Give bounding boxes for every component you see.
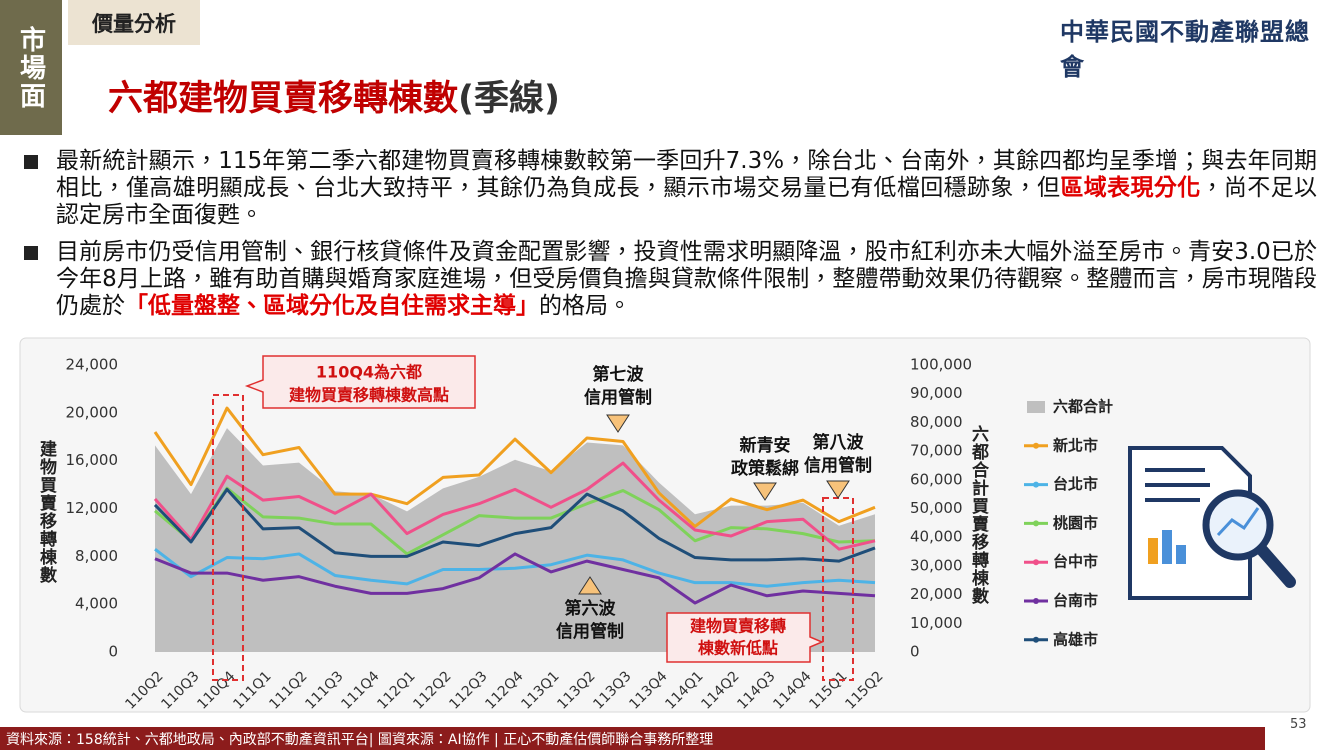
- legend-label: 六都合計: [1053, 398, 1113, 416]
- y-tick-label: 20,000: [66, 403, 119, 421]
- bullet-text: 的格局。: [539, 293, 631, 319]
- report-icon: [1128, 446, 1296, 600]
- legend-swatch: [1027, 401, 1045, 413]
- annotation: 信用管制: [556, 621, 624, 642]
- callout-box: [666, 612, 824, 663]
- legend-label: 台南市: [1053, 592, 1098, 610]
- annotation: 110Q4為六都: [316, 363, 422, 382]
- legend-swatch: [1033, 636, 1039, 643]
- footer: 資料來源：158統計、六都地政局、內政部不動產資訊平台| 圖資來源：AI協作 |…: [0, 727, 1265, 750]
- arrow-marker: [606, 414, 630, 433]
- y2-tick-label: 60,000: [910, 470, 963, 488]
- y-tick-label: 24,000: [66, 356, 119, 374]
- line: [154, 552, 876, 605]
- y-tick-label: 8,000: [75, 547, 118, 565]
- title-main: 六都建物買賣移轉棟數: [108, 79, 459, 119]
- page-number: 53: [1290, 717, 1307, 732]
- legend-swatch: [1033, 598, 1039, 604]
- annotation: 棟數新低點: [698, 639, 778, 658]
- y-tick-label: 12,000: [66, 499, 119, 517]
- bullet-highlight: 區域表現分化: [1060, 175, 1201, 201]
- bullet-text: ，尚不足以認定房市全面復甦。: [56, 175, 1318, 228]
- area: [155, 428, 875, 652]
- legend-swatch: [1033, 559, 1039, 566]
- y2-tick-label: 10,000: [910, 614, 963, 632]
- y-axis-title: 建物買賣移轉棟數: [36, 440, 56, 584]
- legend-swatch: [1033, 481, 1039, 488]
- line: [153, 487, 876, 563]
- logo: 中華民國不動產聯盟總會: [1060, 18, 1310, 81]
- y2-tick-label: 80,000: [910, 413, 963, 431]
- line: [153, 406, 876, 528]
- arrow-marker: [578, 576, 602, 595]
- annotation: 建物買賣移轉棟數高點: [289, 386, 449, 405]
- highlight-frame: [212, 394, 244, 681]
- y2-axis-title: 六都合計買賣移轉棟數: [968, 425, 988, 605]
- y2-tick-label: 50,000: [910, 499, 963, 517]
- annotation: 第七波: [593, 364, 645, 385]
- y2-tick-label: 70,000: [910, 442, 963, 460]
- y2-tick-label: 90,000: [910, 384, 963, 402]
- legend-label: 台中市: [1053, 553, 1098, 571]
- legend-label: 桃園市: [1053, 514, 1098, 532]
- legend-label: 高雄市: [1053, 630, 1098, 648]
- section-label: 價量分析: [68, 0, 200, 45]
- y2-tick-label: 20,000: [910, 585, 963, 603]
- y2-tick-label: 100,000: [910, 356, 972, 374]
- annotation: 第六波: [565, 598, 617, 619]
- y-tick-label: 16,000: [66, 451, 119, 469]
- bullet: 目前房市仍受信用管制、銀行核貸條件及資金配置影響，投資性需求明顯降溫，股市紅利亦…: [22, 239, 1317, 320]
- y2-tick-label: 30,000: [910, 556, 963, 574]
- arrow-marker: [826, 480, 850, 499]
- y2-tick-label: 0: [910, 643, 920, 661]
- bullet-highlight: 「低量盤整、區域分化及自住需求主導」: [125, 293, 539, 319]
- annotation: 信用管制: [584, 387, 652, 408]
- annotation: 新青安: [740, 435, 791, 456]
- arrow-marker: [753, 482, 777, 501]
- annotation: 政策鬆綁: [731, 458, 799, 479]
- y-tick-label: 0: [108, 643, 118, 661]
- legend-label: 新北市: [1053, 436, 1098, 454]
- bullet: 最新統計顯示，115年第二季六都建物買賣移轉棟數較第一季回升7.3%，除台北、台…: [22, 148, 1317, 229]
- bullet-text: 目前房市仍受信用管制、銀行核貸條件及資金配置影響，投資性需求明顯降溫，股市紅利亦…: [56, 239, 1317, 319]
- callout-box: [244, 355, 476, 409]
- line: [153, 461, 876, 551]
- annotation: 信用管制: [804, 455, 872, 476]
- legend-swatch: [1033, 442, 1039, 449]
- y-tick-label: 4,000: [75, 595, 118, 613]
- y2-tick-label: 40,000: [910, 528, 963, 546]
- line: [154, 547, 876, 588]
- line: [154, 486, 876, 556]
- side-tab: 市場面: [0, 0, 62, 135]
- bullet-list: 最新統計顯示，115年第二季六都建物買賣移轉棟數較第一季回升7.3%，除台北、台…: [22, 148, 1317, 330]
- legend-swatch: [1033, 520, 1039, 527]
- legend-label: 台北市: [1053, 475, 1098, 493]
- annotation: 第八波: [813, 432, 865, 453]
- title-suffix: (季線): [458, 79, 561, 119]
- bullet-text: 最新統計顯示，115年第二季六都建物買賣移轉棟數較第一季回升7.3%，除台北、台…: [56, 148, 1317, 201]
- slide-title: 六都建物買賣移轉棟數(季線): [108, 70, 560, 121]
- annotation: 建物買賣移轉: [690, 617, 786, 636]
